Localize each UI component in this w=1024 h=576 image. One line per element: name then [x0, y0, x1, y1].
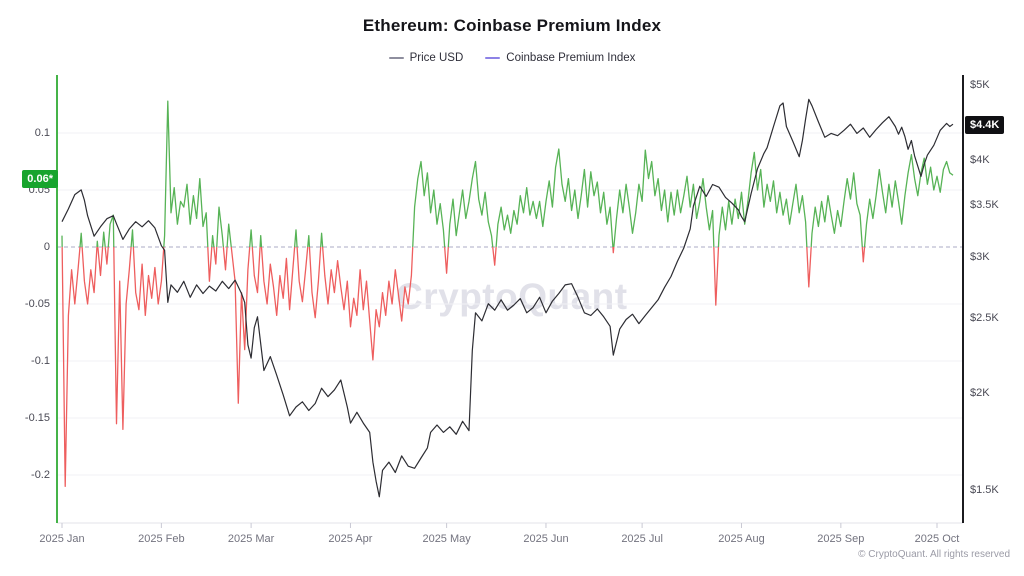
legend-item-premium-index[interactable]: Coinbase Premium Index	[485, 52, 635, 64]
price-current-value-badge: $4.4K	[965, 115, 1005, 134]
premium-index-swatch-icon	[485, 57, 501, 59]
premium-current-value-badge: 0.06*	[22, 169, 58, 188]
legend: Price USD Coinbase Premium Index	[0, 50, 1024, 66]
price-usd-line	[61, 98, 954, 498]
price-usd-swatch-icon	[388, 57, 404, 59]
premium-index-line-positive	[61, 100, 954, 247]
legend-label-premium-index: Coinbase Premium Index	[506, 52, 636, 64]
legend-item-price-usd[interactable]: Price USD	[388, 52, 464, 64]
chart-title: Ethereum: Coinbase Premium Index	[362, 16, 662, 35]
premium-index-line-negative	[61, 247, 866, 488]
copyright-notice: © CryptoQuant. All rights reserved	[858, 549, 1010, 560]
cryptoquant-watermark: CryptoQuant	[396, 276, 628, 317]
legend-label-price-usd: Price USD	[409, 52, 464, 64]
